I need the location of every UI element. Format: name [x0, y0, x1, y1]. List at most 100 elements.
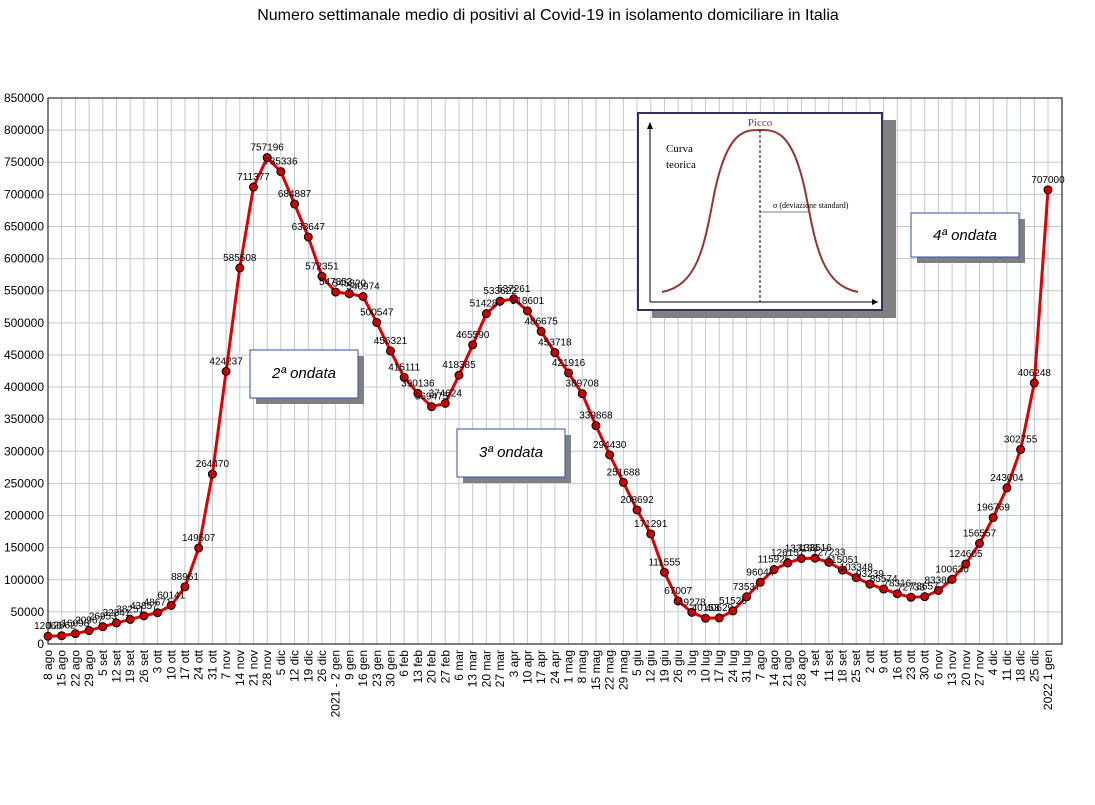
x-tick-label: 21 ago [781, 650, 795, 687]
annotation: 4ª ondata [933, 227, 997, 244]
y-tick-label: 450000 [4, 348, 44, 362]
y-tick-label: 700000 [4, 187, 44, 201]
data-label: 67007 [664, 586, 692, 597]
data-label: 103348 [840, 563, 874, 574]
x-tick-label: 8 ago [41, 650, 55, 680]
x-tick-label: 3 lug [685, 650, 699, 676]
plot-frame [47, 97, 1063, 645]
x-tick-label: 15 ago [55, 650, 69, 687]
x-tick-label: 6 mar [452, 650, 466, 681]
y-tick-label: 100000 [4, 573, 44, 587]
y-tick-label: 800000 [4, 123, 44, 137]
data-point [1016, 445, 1026, 455]
x-tick-label: 10 lug [699, 650, 713, 683]
data-point [947, 574, 957, 584]
data-point [70, 629, 80, 639]
data-label: 96044 [746, 567, 774, 578]
x-tick-label: 22 ago [68, 650, 82, 687]
x-tick-label: 8 mag [575, 650, 589, 683]
x-tick-label: 12 giu [644, 650, 658, 683]
data-point [824, 557, 834, 567]
y-tick-label: 400000 [4, 380, 44, 394]
data-point [673, 596, 683, 606]
x-tick-label: 12 dic [288, 650, 302, 682]
x-tick-label: 10 apr [520, 650, 534, 684]
data-point [838, 565, 848, 575]
data-point [111, 618, 121, 628]
data-label: 711377 [237, 172, 270, 183]
data-point [509, 294, 519, 304]
data-point [755, 577, 765, 587]
x-tick-label: 24 ott [192, 649, 206, 680]
data-label: 20967 [75, 616, 103, 627]
data-point [687, 607, 697, 617]
data-label: 514287 [470, 299, 504, 310]
y-tick-label: 300000 [4, 444, 44, 458]
y-tick-label: 750000 [4, 155, 44, 169]
y-tick-label: 500000 [4, 316, 44, 330]
y-tick-label: 550000 [4, 284, 44, 298]
data-point [331, 287, 341, 297]
data-point [276, 167, 286, 177]
data-label: 585508 [223, 253, 257, 264]
data-label: 453718 [538, 338, 572, 349]
data-point [536, 326, 546, 336]
data-label: 115925 [758, 555, 791, 566]
x-tick-label: 20 mar [479, 650, 493, 687]
data-label: 547853 [319, 277, 353, 288]
x-tick-label: 5 giu [630, 650, 644, 676]
x-tick-label: 22 mag [603, 650, 617, 690]
data-label: 500547 [360, 307, 394, 318]
data-label: 78316 [883, 579, 911, 590]
data-label: 415111 [388, 362, 420, 373]
data-label: 60141 [157, 590, 185, 601]
x-tick-label: 17 apr [534, 650, 548, 684]
data-point [358, 292, 368, 302]
data-label: 684887 [278, 189, 312, 200]
x-tick-label: 31 ott [205, 649, 219, 680]
x-tick-label: 17 ott [178, 649, 192, 680]
x-tick-label: 13 nov [945, 650, 959, 686]
annotation-box: 2ª ondata 3ª ondata 4ª ondata [249, 212, 1025, 483]
data-label: 43857 [130, 601, 158, 612]
data-label: 243004 [990, 473, 1024, 484]
data-point [892, 589, 902, 599]
data-point [920, 592, 930, 602]
x-tick-label: 2021 - 2 gen [329, 650, 343, 717]
x-tick-label: 18 set [836, 649, 850, 682]
x-tick-label: 7 ago [753, 650, 767, 680]
data-label: 38251 [116, 604, 144, 615]
data-point [975, 538, 985, 548]
data-label: 32841 [103, 608, 131, 619]
data-label: 339868 [579, 411, 613, 422]
data-point [98, 622, 108, 632]
data-point [906, 592, 916, 602]
data-point [577, 389, 587, 399]
data-point [632, 505, 642, 515]
data-point [303, 232, 313, 242]
y-tick-label: 150000 [4, 541, 44, 555]
x-tick-label: 13 mar [466, 650, 480, 687]
inset-label: Curva [666, 143, 693, 155]
data-label: 418385 [442, 360, 476, 371]
data-point [851, 573, 861, 583]
data-label: 115051 [826, 555, 859, 566]
x-tick-label: 29 mag [616, 650, 630, 690]
data-point [550, 348, 560, 358]
data-point [646, 529, 656, 539]
data-label: 421916 [552, 358, 586, 369]
data-label: 374624 [429, 388, 463, 399]
x-tick-label: 26 set [137, 649, 151, 682]
data-point [344, 289, 354, 299]
x-tick-label: 9 gen [342, 650, 356, 680]
x-tick-label: 18 dic [1014, 650, 1028, 682]
x-tick-label: 28 nov [260, 650, 274, 686]
data-label: 40153 [692, 603, 720, 614]
data-point [495, 296, 505, 306]
data-point [372, 317, 382, 327]
data-point [385, 346, 395, 356]
x-tick-label: 23 gen [370, 650, 384, 687]
data-point [43, 631, 53, 641]
x-tick-label: 12 set [109, 649, 123, 682]
